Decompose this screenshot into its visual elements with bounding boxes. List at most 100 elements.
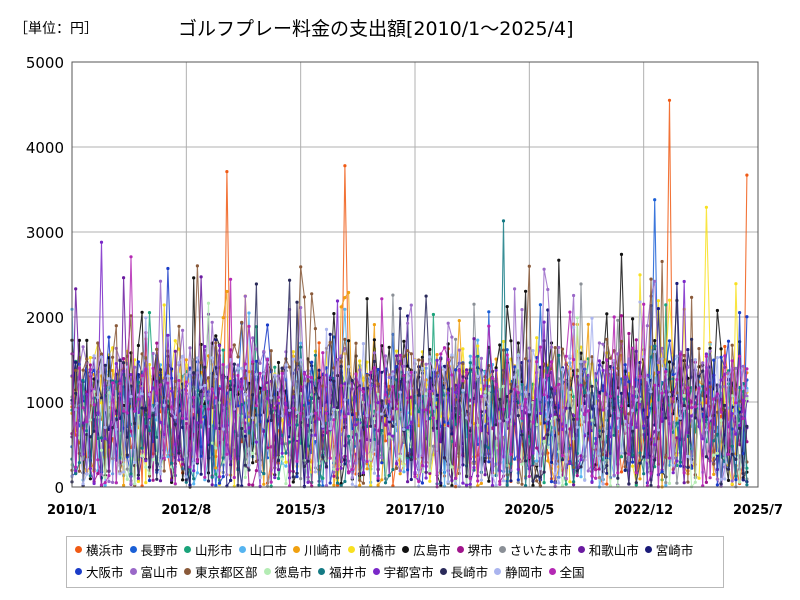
data-point [631, 453, 635, 457]
data-point [667, 339, 672, 343]
data-point [509, 452, 513, 456]
legend-marker [238, 546, 246, 553]
data-point [682, 406, 686, 411]
data-point [350, 413, 354, 417]
data-point [166, 333, 170, 337]
data-point [590, 474, 594, 478]
data-point [354, 372, 358, 376]
data-point [446, 357, 450, 362]
data-point [299, 411, 303, 416]
data-point [251, 360, 255, 364]
data-point [92, 481, 96, 486]
data-point [490, 426, 495, 430]
data-point [527, 410, 531, 414]
data-point [660, 259, 664, 264]
data-point [328, 427, 332, 431]
data-point [557, 418, 561, 422]
data-point [520, 433, 524, 437]
data-point [557, 481, 561, 485]
data-point [501, 219, 506, 223]
data-point [634, 398, 638, 402]
data-point [74, 368, 78, 372]
data-point [667, 481, 672, 485]
data-point [487, 479, 491, 483]
data-point [247, 463, 251, 467]
data-point [638, 451, 642, 455]
data-point [376, 483, 380, 487]
data-point [704, 428, 709, 432]
data-point [549, 480, 554, 484]
data-point [634, 338, 638, 342]
data-point [738, 480, 742, 484]
data-point [413, 358, 417, 362]
data-point [656, 428, 661, 432]
data-point [328, 456, 332, 460]
data-point [461, 388, 465, 392]
legend-label: 静岡市 [505, 565, 543, 580]
legend-item: 和歌山市 [577, 541, 639, 558]
data-point [741, 452, 745, 456]
data-point [129, 314, 133, 318]
data-point [667, 98, 672, 102]
data-point [85, 420, 89, 424]
data-point [247, 426, 251, 430]
data-point [158, 279, 163, 283]
data-point [147, 472, 152, 476]
data-point [81, 368, 85, 372]
data-point [380, 456, 384, 460]
data-point [542, 440, 546, 444]
data-point [188, 366, 192, 370]
data-point [188, 465, 192, 469]
data-point [291, 350, 295, 354]
data-point [516, 354, 520, 358]
data-point [704, 205, 709, 209]
legend-marker [372, 568, 380, 575]
data-point [608, 365, 613, 369]
data-point [361, 378, 365, 382]
data-point [88, 477, 92, 481]
data-point [335, 299, 340, 303]
data-point [240, 320, 244, 324]
data-point [446, 387, 450, 391]
data-point [214, 366, 218, 370]
data-point [129, 394, 133, 399]
data-point [328, 332, 332, 336]
data-point [206, 396, 211, 400]
legend-item: 山口市 [238, 541, 287, 558]
data-point [129, 481, 133, 485]
data-point [468, 354, 472, 358]
data-point [383, 423, 388, 427]
data-point [653, 443, 657, 447]
series-group [70, 98, 749, 489]
data-point [99, 448, 104, 452]
data-point [144, 459, 148, 463]
data-point [365, 467, 369, 471]
data-point [358, 387, 362, 391]
data-point [479, 394, 483, 399]
data-point [686, 386, 690, 390]
legend: 横浜市 長野市 山形市 山口市 川崎市 前橋市 広島市 堺市 さいたま市 和歌山市 宮崎市 大阪市 富山… [66, 536, 724, 588]
data-point [579, 475, 583, 479]
data-point [549, 345, 554, 349]
data-point [723, 403, 727, 407]
data-point [424, 294, 428, 298]
data-point [568, 461, 572, 466]
data-point [719, 347, 723, 351]
data-point [516, 414, 520, 418]
data-point [653, 344, 657, 348]
data-point [262, 349, 266, 354]
data-point [546, 287, 550, 292]
y-tick-label: 5000 [26, 54, 64, 72]
legend-item: 横浜市 [75, 541, 124, 558]
data-point [328, 376, 332, 380]
data-point [280, 457, 284, 461]
data-point [361, 390, 365, 394]
data-point [299, 265, 303, 269]
legend-marker [129, 568, 137, 575]
data-point [660, 391, 664, 395]
data-point [302, 372, 306, 376]
data-point [111, 355, 115, 359]
data-point [195, 421, 199, 425]
data-point [103, 483, 107, 487]
data-point [719, 355, 723, 359]
